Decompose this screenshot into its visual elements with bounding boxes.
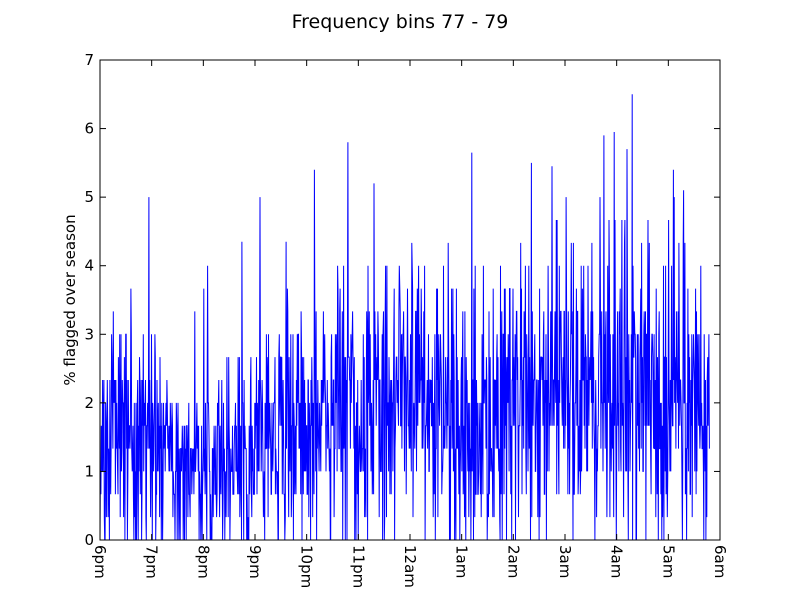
y-tick-label: 2 bbox=[84, 394, 94, 412]
y-tick-label: 0 bbox=[84, 531, 94, 549]
x-tick-label: 12am bbox=[401, 545, 419, 588]
x-tick-label: 4am bbox=[608, 545, 626, 578]
y-tick-label: 4 bbox=[84, 257, 94, 275]
x-tick-label: 6pm bbox=[91, 545, 109, 579]
y-tick-label: 1 bbox=[84, 462, 94, 480]
series-line bbox=[99, 94, 710, 541]
x-tick-label: 2am bbox=[504, 545, 522, 578]
x-axis: 6pm 7pm 8pm 9pm 10pm 11pm 12am 1am 2am 3am 4am 5am 6… bbox=[91, 60, 729, 588]
x-tick-label: 9pm bbox=[246, 545, 264, 579]
y-tick-label: 3 bbox=[84, 325, 94, 343]
x-tick-label: 10pm bbox=[298, 545, 316, 588]
x-tick-label: 11pm bbox=[349, 545, 367, 588]
x-tick-label: 3am bbox=[556, 545, 574, 578]
x-tick-label: 1am bbox=[453, 545, 471, 578]
x-tick-label: 5am bbox=[659, 545, 677, 578]
y-tick-label: 5 bbox=[84, 188, 94, 206]
x-tick-label: 8pm bbox=[194, 545, 212, 579]
x-tick-label: 6am bbox=[711, 545, 729, 578]
y-axis-label: % flagged over season bbox=[61, 214, 79, 385]
y-tick-label: 7 bbox=[84, 51, 94, 69]
series-layer bbox=[99, 94, 710, 541]
y-axis: 0 1 2 3 4 5 6 7 bbox=[84, 51, 720, 549]
x-tick-label: 7pm bbox=[143, 545, 161, 579]
y-tick-label: 6 bbox=[84, 120, 94, 138]
chart-title: Frequency bins 77 - 79 bbox=[292, 11, 509, 33]
